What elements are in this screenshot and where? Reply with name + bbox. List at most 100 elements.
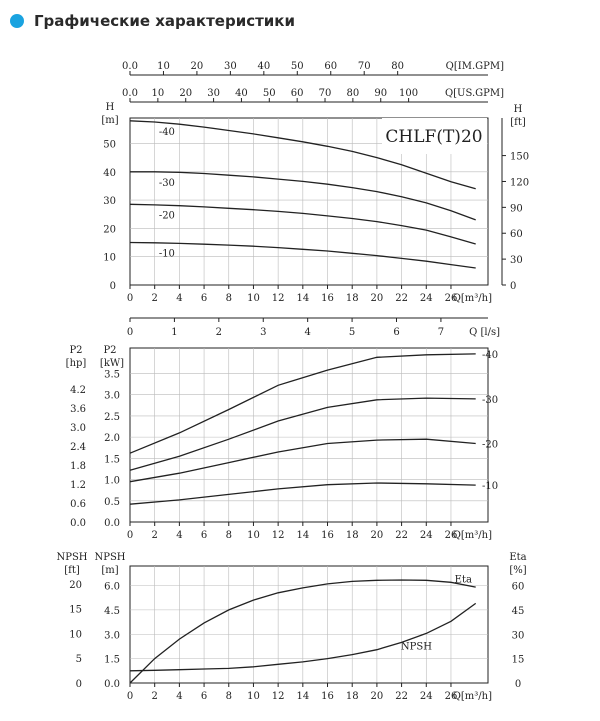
npsh-m-tick-label: 1.5 xyxy=(104,655,120,666)
power-kw-axis-unit: [kW] xyxy=(100,358,124,369)
section-title: Графические характеристики xyxy=(34,12,295,30)
head-curve xyxy=(129,120,476,190)
power-hp-tick-label: 0.6 xyxy=(70,499,86,510)
ls-axis-tick-label: 7 xyxy=(438,327,444,338)
head-x-axis-title: Q[m³/h] xyxy=(453,293,492,304)
head-x-tick-label: 24 xyxy=(420,293,433,304)
top-axis-title: Q[US.GPM] xyxy=(445,88,504,99)
head-right-tick-label: 120 xyxy=(510,177,529,188)
head-curve-label: -10 xyxy=(159,249,175,260)
eta-tick-label: 15 xyxy=(512,655,525,666)
ls-axis-tick-label: 1 xyxy=(171,327,177,338)
top-axis-tick-label: 90 xyxy=(374,88,387,99)
top-axis-tick-label: 50 xyxy=(291,61,304,72)
power-hp-axis-label: P2 xyxy=(69,345,82,356)
power-hp-tick-label: 2.4 xyxy=(70,442,86,453)
head-left-tick-label: 20 xyxy=(103,224,116,235)
power-x-tick-label: 10 xyxy=(247,530,260,541)
power-plot-frame xyxy=(129,347,489,523)
model-label: CHLF(T)20 xyxy=(385,127,482,147)
npsh-ft-tick-label: 10 xyxy=(69,629,82,640)
ls-axis-title: Q [l/s] xyxy=(469,327,500,338)
top-axis-tick-label: 30 xyxy=(224,61,237,72)
power-kw-tick-label: 2.5 xyxy=(104,412,120,423)
head-x-tick-label: 16 xyxy=(321,293,334,304)
power-kw-tick-label: 0.5 xyxy=(104,497,120,508)
power-hp-tick-label: 1.8 xyxy=(70,461,86,472)
power-curve-label: -40 xyxy=(482,350,498,361)
head-left-axis-label: H xyxy=(106,102,115,113)
power-x-tick-label: 6 xyxy=(201,530,207,541)
head-x-tick-label: 12 xyxy=(272,293,285,304)
power-x-axis-title: Q[m³/h] xyxy=(453,530,492,541)
npsh-ft-axis-label: NPSH xyxy=(56,552,87,563)
head-x-tick-label: 4 xyxy=(176,293,182,304)
top-axis-tick-label: 100 xyxy=(399,88,418,99)
power-x-tick-label: 18 xyxy=(346,530,359,541)
model-label-box xyxy=(382,118,487,154)
head-curve xyxy=(129,203,476,245)
power-x-tick-label: 14 xyxy=(296,530,309,541)
head-x-tick-label: 10 xyxy=(247,293,260,304)
npsh-x-tick-label: 6 xyxy=(201,691,207,702)
eta-tick-label: 45 xyxy=(512,606,525,617)
power-kw-tick-label: 0.0 xyxy=(104,518,120,529)
head-x-tick-label: 20 xyxy=(371,293,384,304)
power-kw-tick-label: 2.0 xyxy=(104,433,120,444)
power-curve xyxy=(129,397,476,471)
head-x-tick-label: 0 xyxy=(127,293,133,304)
npsh-x-tick-label: 2 xyxy=(152,691,158,702)
eta-tick-label: 60 xyxy=(512,582,525,593)
power-hp-tick-label: 1.2 xyxy=(70,480,86,491)
power-x-tick-label: 8 xyxy=(226,530,232,541)
eta-axis-label: Eta xyxy=(509,552,526,563)
ls-axis-tick-label: 6 xyxy=(393,327,399,338)
npsh-x-tick-label: 20 xyxy=(371,691,384,702)
top-axis-tick-label: 0.0 xyxy=(122,61,138,72)
eta-tick-label: 0 xyxy=(515,679,521,690)
head-curve xyxy=(130,171,476,221)
head-x-tick-label: 2 xyxy=(152,293,158,304)
npsh-ft-axis-unit: [ft] xyxy=(64,565,80,576)
power-curve xyxy=(129,438,476,483)
top-axis-tick-label: 30 xyxy=(207,88,220,99)
top-axis-tick-label: 70 xyxy=(358,61,371,72)
npsh-m-tick-label: 0.0 xyxy=(104,679,120,690)
head-x-tick-label: 26 xyxy=(445,293,458,304)
npsh-x-tick-label: 24 xyxy=(420,691,433,702)
head-x-tick-label: 8 xyxy=(226,293,232,304)
npsh-m-tick-label: 6.0 xyxy=(104,582,120,593)
npsh-ft-tick-label: 15 xyxy=(69,605,82,616)
npsh-curve xyxy=(129,602,477,672)
npsh-x-tick-label: 10 xyxy=(247,691,260,702)
power-x-tick-label: 2 xyxy=(152,530,158,541)
head-x-tick-label: 22 xyxy=(395,293,408,304)
head-left-tick-label: 30 xyxy=(103,196,116,207)
power-kw-tick-label: 3.5 xyxy=(104,369,120,380)
power-hp-tick-label: 3.0 xyxy=(70,423,86,434)
npsh-m-axis-label: NPSH xyxy=(94,552,125,563)
power-x-tick-label: 22 xyxy=(395,530,408,541)
power-hp-tick-label: 4.2 xyxy=(70,385,86,396)
top-axis-tick-label: 80 xyxy=(347,88,360,99)
head-curve-label: -30 xyxy=(159,178,175,189)
head-curve xyxy=(129,241,476,269)
ls-axis-tick-label: 3 xyxy=(260,327,266,338)
head-x-tick-label: 14 xyxy=(296,293,309,304)
top-axis-tick-label: 10 xyxy=(151,88,164,99)
npsh-x-tick-label: 8 xyxy=(226,691,232,702)
head-curve-label: -40 xyxy=(159,127,175,138)
power-curve xyxy=(129,353,476,454)
power-kw-tick-label: 1.0 xyxy=(104,476,120,487)
power-hp-tick-label: 3.6 xyxy=(70,404,86,415)
npsh-plot-frame xyxy=(129,565,489,684)
npsh-x-tick-label: 22 xyxy=(395,691,408,702)
head-left-tick-label: 50 xyxy=(103,139,116,150)
eta-axis-unit: [%] xyxy=(509,565,526,576)
power-x-tick-label: 0 xyxy=(127,530,133,541)
head-right-axis-unit: [ft] xyxy=(510,117,526,128)
head-right-tick-label: 0 xyxy=(510,281,516,292)
head-left-axis-unit: [m] xyxy=(101,115,118,126)
bullet-icon xyxy=(10,14,24,28)
